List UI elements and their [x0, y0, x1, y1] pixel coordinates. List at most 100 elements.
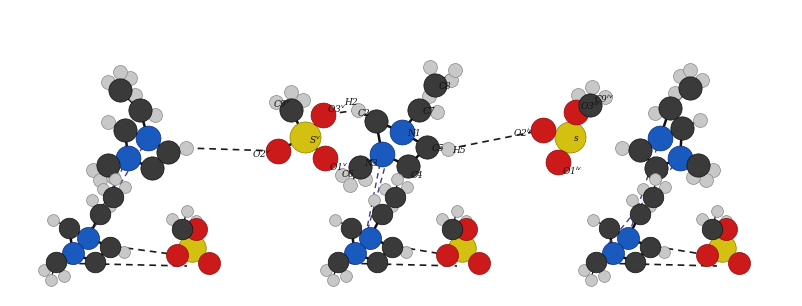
- Point: [633, 147, 646, 152]
- Point: [625, 198, 638, 203]
- Point: [94, 177, 107, 182]
- Point: [563, 135, 576, 140]
- Point: [693, 118, 706, 122]
- Point: [423, 65, 435, 69]
- Point: [602, 225, 615, 230]
- Text: O3$^{iv}$: O3$^{iv}$: [579, 100, 600, 112]
- Point: [441, 147, 454, 151]
- Point: [298, 135, 311, 140]
- Point: [683, 68, 695, 73]
- Point: [668, 91, 681, 95]
- Point: [121, 155, 134, 160]
- Point: [649, 166, 662, 170]
- Point: [367, 198, 380, 203]
- Point: [615, 146, 628, 151]
- Point: [170, 252, 183, 257]
- Text: H5: H5: [452, 146, 465, 155]
- Point: [189, 219, 202, 224]
- Point: [101, 162, 114, 167]
- Text: s: s: [573, 134, 578, 143]
- Point: [101, 80, 114, 84]
- Point: [448, 68, 461, 73]
- Point: [271, 148, 284, 153]
- Point: [706, 168, 719, 173]
- Point: [646, 195, 659, 200]
- Point: [589, 259, 602, 264]
- Point: [145, 166, 158, 170]
- Point: [653, 136, 666, 140]
- Point: [339, 273, 352, 278]
- Point: [658, 185, 671, 190]
- Point: [460, 227, 472, 232]
- Point: [296, 98, 309, 103]
- Text: N1: N1: [407, 129, 420, 138]
- Text: O1$^v$: O1$^v$: [329, 161, 347, 172]
- Point: [113, 69, 126, 74]
- Point: [369, 118, 382, 123]
- Point: [284, 107, 297, 112]
- Point: [385, 244, 398, 249]
- Point: [674, 125, 687, 130]
- Point: [343, 183, 356, 188]
- Point: [103, 204, 116, 209]
- Point: [370, 259, 383, 264]
- Point: [88, 259, 101, 264]
- Point: [450, 209, 463, 214]
- Point: [326, 277, 338, 282]
- Point: [103, 244, 116, 249]
- Point: [47, 217, 59, 222]
- Point: [389, 195, 402, 200]
- Point: [335, 173, 348, 177]
- Point: [731, 261, 744, 266]
- Point: [695, 77, 707, 82]
- Point: [113, 88, 126, 92]
- Point: [44, 277, 57, 282]
- Point: [395, 129, 408, 134]
- Point: [585, 84, 597, 89]
- Text: C4: C4: [411, 171, 423, 180]
- Point: [85, 198, 98, 203]
- Point: [329, 217, 342, 222]
- Point: [628, 259, 641, 264]
- Point: [119, 128, 132, 132]
- Point: [82, 236, 95, 241]
- Point: [571, 92, 584, 97]
- Point: [189, 227, 202, 232]
- Point: [621, 236, 634, 241]
- Point: [657, 249, 670, 254]
- Point: [400, 185, 413, 190]
- Text: C9$^v$: C9$^v$: [273, 98, 291, 109]
- Point: [331, 259, 344, 264]
- Point: [710, 209, 723, 214]
- Point: [719, 227, 731, 232]
- Point: [101, 120, 114, 125]
- Point: [583, 103, 596, 107]
- Point: [118, 249, 131, 254]
- Point: [49, 259, 62, 264]
- Point: [551, 159, 564, 164]
- Point: [358, 177, 371, 181]
- Point: [63, 225, 75, 230]
- Text: C2: C2: [358, 109, 371, 118]
- Point: [319, 267, 332, 272]
- Point: [141, 136, 154, 140]
- Point: [704, 227, 717, 232]
- Point: [379, 187, 391, 192]
- Point: [109, 177, 122, 182]
- Point: [643, 244, 656, 249]
- Point: [435, 217, 448, 222]
- Point: [385, 204, 398, 209]
- Point: [124, 76, 136, 80]
- Point: [348, 251, 361, 256]
- Point: [161, 150, 174, 155]
- Text: O3$^v$: O3$^v$: [326, 103, 346, 114]
- Point: [673, 155, 686, 160]
- Point: [87, 168, 99, 173]
- Text: O2$^v$: O2$^v$: [252, 148, 271, 159]
- Point: [175, 227, 188, 232]
- Point: [353, 165, 366, 170]
- Point: [472, 261, 485, 266]
- Point: [107, 195, 119, 200]
- Point: [673, 73, 686, 78]
- Point: [584, 277, 597, 282]
